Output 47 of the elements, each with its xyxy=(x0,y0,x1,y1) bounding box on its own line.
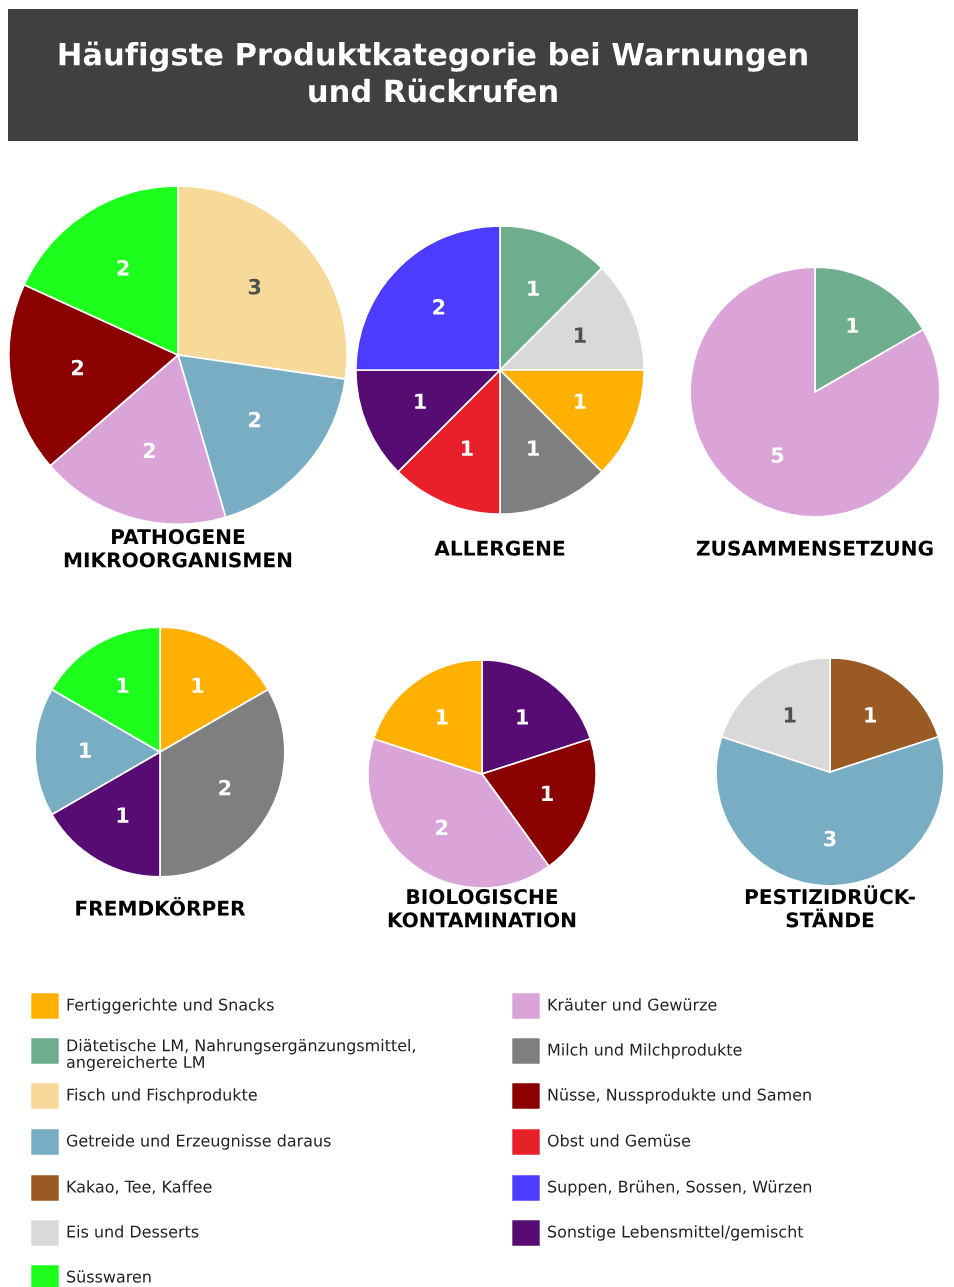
data-label: 1 xyxy=(117,677,129,693)
category-label: Obst und Gemüse xyxy=(547,1134,691,1147)
data-label: 2 xyxy=(436,819,448,836)
data-label: 2 xyxy=(433,299,445,315)
data-label: 1 xyxy=(575,393,586,409)
data-label: 1 xyxy=(528,280,539,296)
data-label: 1 xyxy=(436,709,448,725)
category-label: Milch und Milchprodukte xyxy=(548,1043,742,1059)
text: PATHOGENE MIKROORGANISMEN xyxy=(64,528,292,568)
data-label: 2 xyxy=(117,259,129,276)
category-label: Sonstige Lebensmittel/gemischt xyxy=(548,1225,804,1241)
data-label: 1 xyxy=(192,677,204,693)
data-label: 1 xyxy=(847,317,859,333)
text: BIOLOGISCHE KONTAMINATION xyxy=(388,888,576,928)
pie-slice xyxy=(689,266,941,518)
data-label: 5 xyxy=(771,447,784,463)
data-label: 2 xyxy=(249,411,261,428)
category-label: Suppen, Brühen, Sossen, Würzen xyxy=(548,1180,812,1196)
text: FREMDKÖRPER xyxy=(76,896,246,916)
category-label: Fertiggerichte und Snacks xyxy=(67,998,274,1014)
data-label: 2 xyxy=(219,779,231,796)
category-label: Fisch und Fischprodukte xyxy=(67,1088,257,1104)
category-label: Kräuter und Gewürze xyxy=(548,998,717,1011)
data-label: 1 xyxy=(117,807,129,823)
category-label: Diätetische LM, Nahrungsergänzungsmittel, angereicherte LM xyxy=(66,1039,415,1072)
category-label: Getreide und Erzeugnisse daraus xyxy=(66,1134,331,1150)
data-label: 1 xyxy=(80,742,91,758)
data-label: 1 xyxy=(415,393,426,409)
data-label: 1 xyxy=(865,707,877,723)
data-label: 1 xyxy=(542,785,553,801)
category-label: Nüsse, Nussprodukte und Samen xyxy=(548,1088,811,1104)
text: Häufigste Produktkategorie bei Warnungen und Rückrufen xyxy=(59,41,807,103)
data-label: 3 xyxy=(248,278,261,295)
data-label: 1 xyxy=(461,440,473,456)
category-label: Kakao, Tee, Kaffee xyxy=(67,1180,212,1195)
data-label: 3 xyxy=(824,830,836,847)
text: PESTIZIDRÜCK- STÄNDE xyxy=(745,885,915,928)
text: ZUSAMMENSETZUNG xyxy=(696,540,933,556)
data-label: 1 xyxy=(575,327,586,343)
data-label: 2 xyxy=(143,442,155,459)
data-label: 1 xyxy=(517,709,529,725)
category-label: Süsswaren xyxy=(67,1270,151,1283)
category-label: Eis und Desserts xyxy=(67,1225,199,1238)
text: ALLERGENE xyxy=(434,540,565,556)
data-label: 2 xyxy=(71,359,84,376)
data-label: 1 xyxy=(528,440,539,456)
data-label: 1 xyxy=(784,707,796,723)
